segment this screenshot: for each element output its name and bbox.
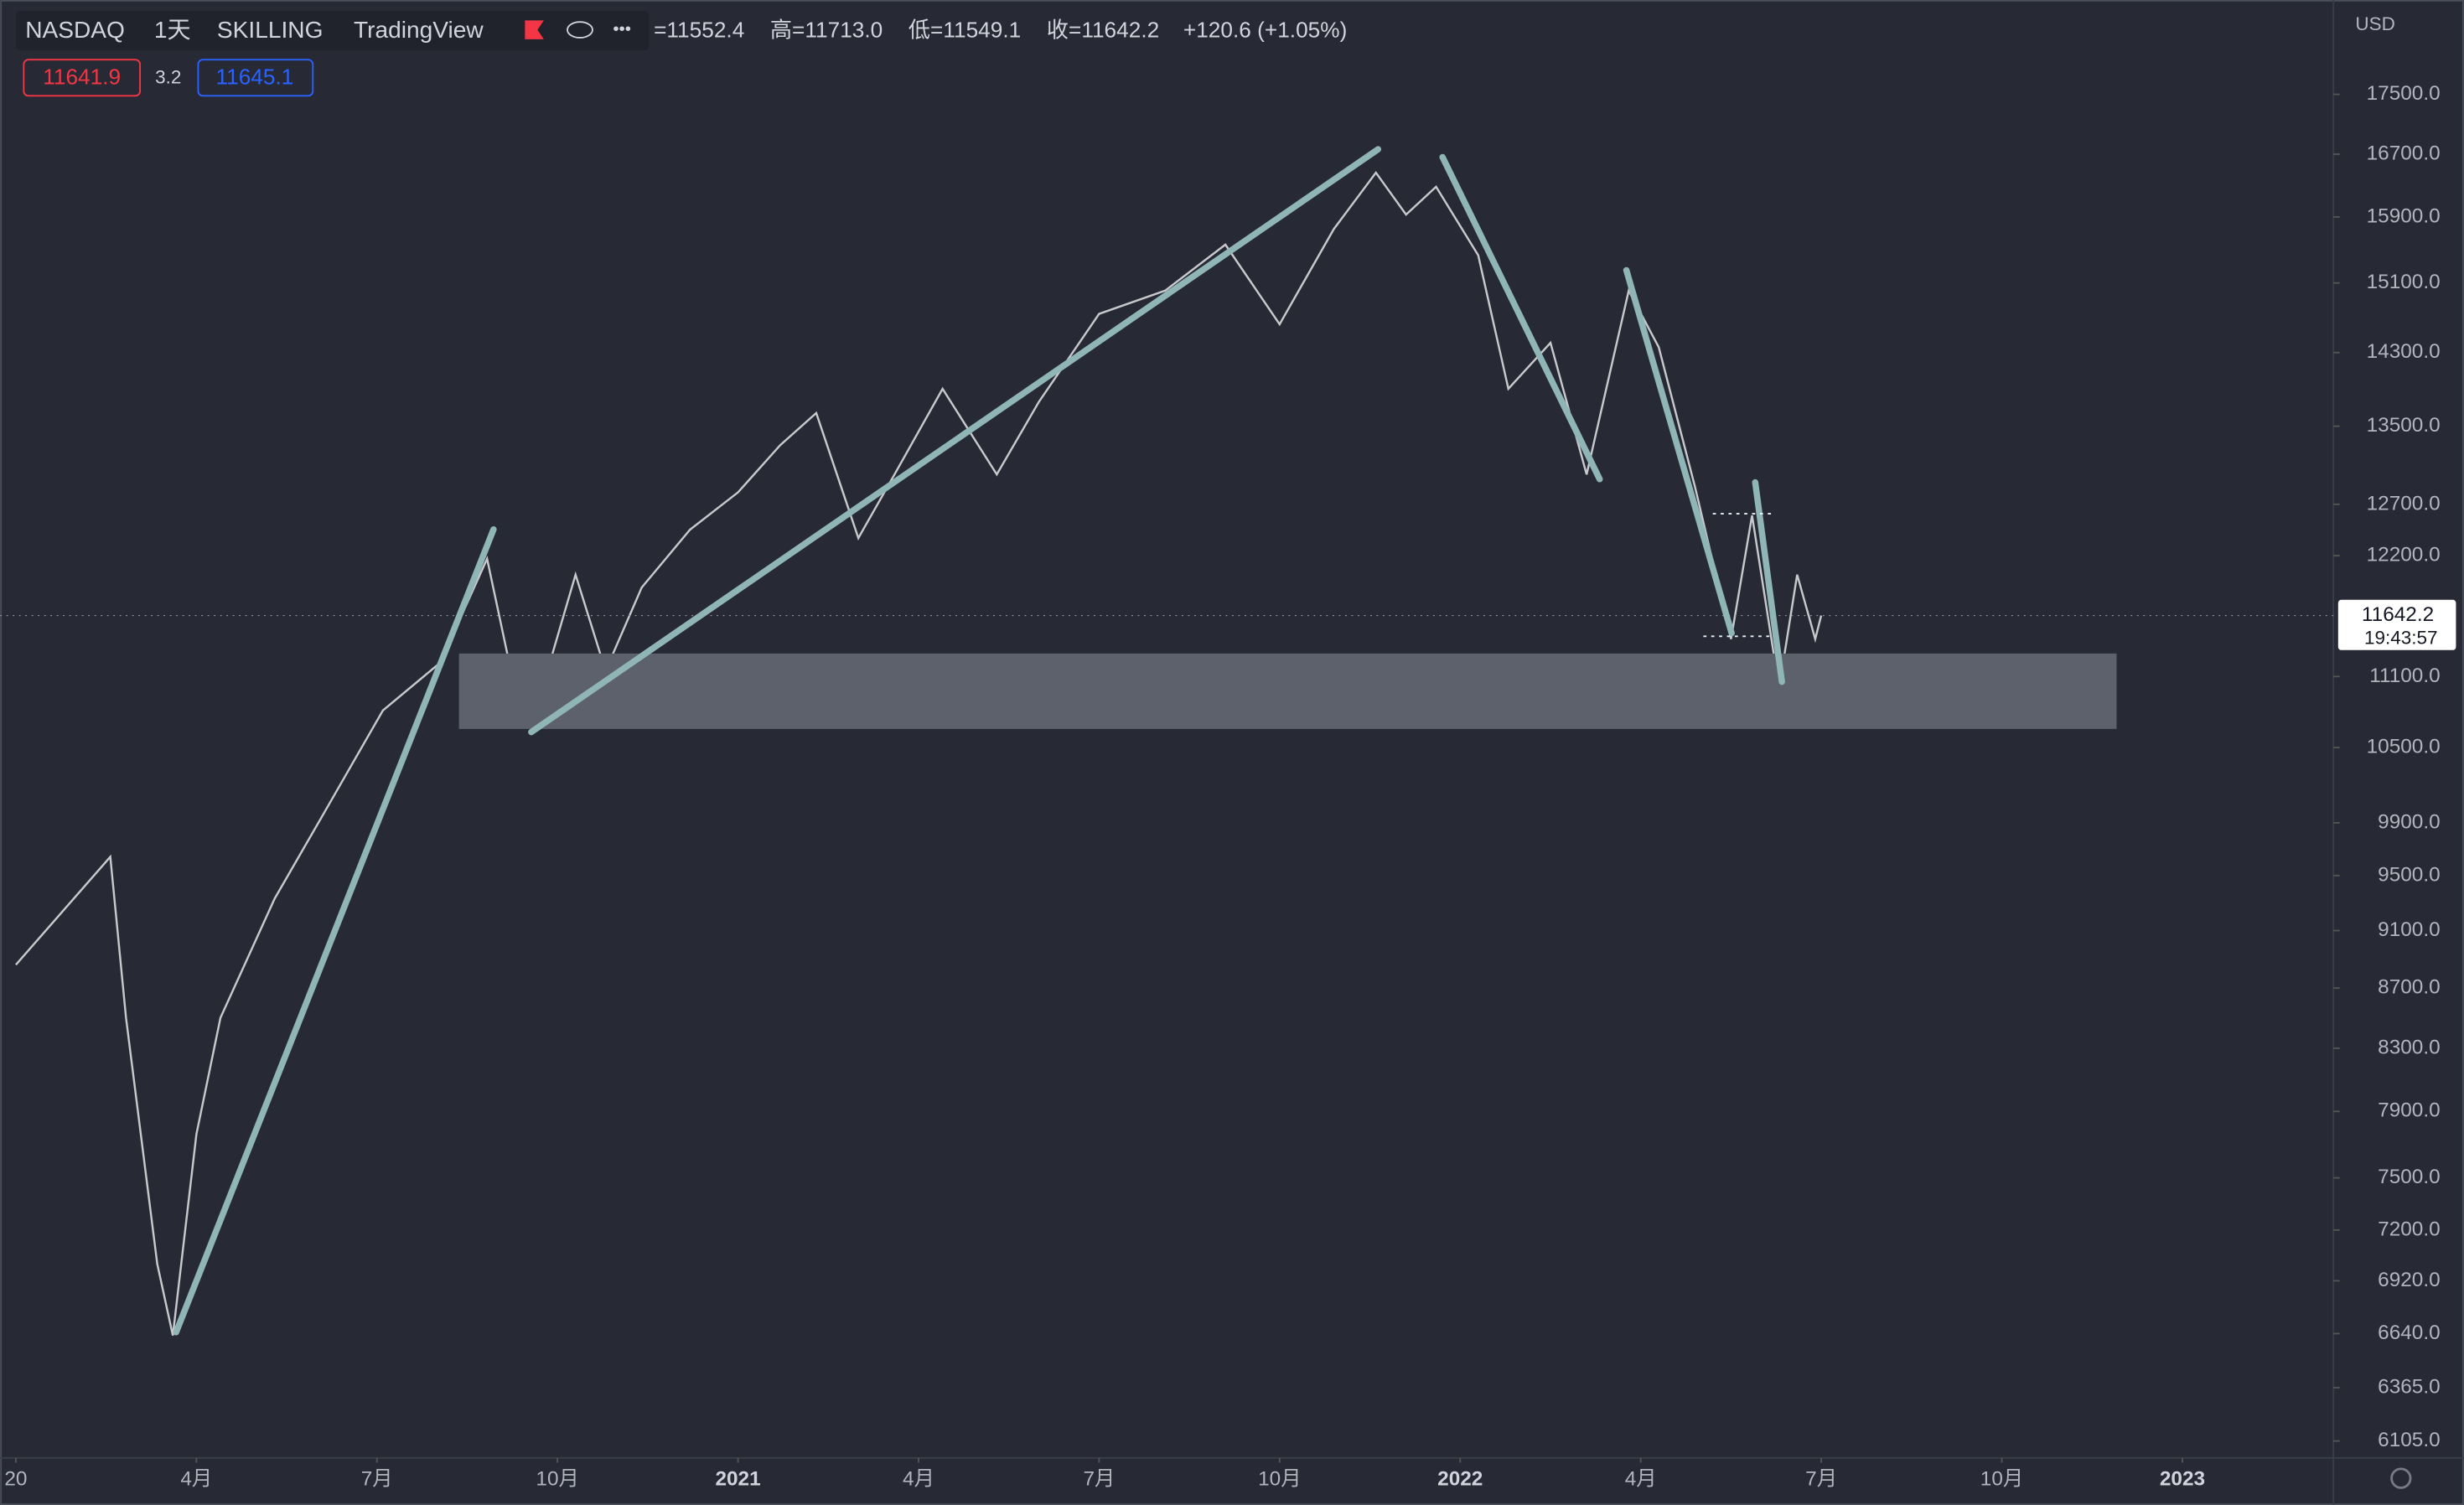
spread: 3.2: [155, 67, 181, 88]
y-tick-label: 6920.0: [2378, 1269, 2441, 1291]
x-tick-label: 10月: [536, 1467, 578, 1490]
trend-line: [173, 526, 497, 1336]
change: +120.6 (+1.05%): [1183, 17, 1347, 42]
ask[interactable]: 11645.1: [215, 65, 293, 90]
y-tick-label: 13500.0: [2367, 414, 2441, 437]
x-tick-label: 20: [4, 1467, 27, 1490]
y-tick-label: 15900.0: [2367, 204, 2441, 227]
x-tick-label: 7月: [1805, 1467, 1837, 1490]
countdown: 19:43:57: [2364, 628, 2438, 649]
x-tick-label: 2023: [2160, 1467, 2205, 1490]
x-tick-label: 2022: [1437, 1467, 1483, 1490]
x-tick-label: 4月: [180, 1467, 212, 1490]
symbol[interactable]: NASDAQ: [25, 17, 125, 43]
y-tick-label: 9900.0: [2378, 810, 2441, 833]
trend-line: [1439, 153, 1603, 483]
low: 低=11549.1: [908, 17, 1021, 42]
x-tick-label: 2021: [715, 1467, 760, 1490]
y-tick-label: 16700.0: [2367, 142, 2441, 164]
x-tick-label: 10月: [1980, 1467, 2023, 1490]
y-tick-label: 7900.0: [2378, 1099, 2441, 1122]
y-tick-label: 9500.0: [2378, 863, 2441, 886]
x-tick-label: 10月: [1258, 1467, 1301, 1490]
flag-icon[interactable]: [525, 20, 544, 39]
legend-box: [15, 11, 650, 50]
y-tick-label: 6640.0: [2378, 1321, 2441, 1344]
bid-box[interactable]: [23, 59, 141, 97]
interval[interactable]: 1天: [154, 17, 191, 43]
y-tick-label: 10500.0: [2367, 736, 2441, 758]
bid[interactable]: 11641.9: [43, 65, 121, 90]
more-icon[interactable]: •••: [613, 19, 631, 39]
x-tick-label: 7月: [1083, 1467, 1115, 1490]
y-tick-label: 17500.0: [2367, 82, 2441, 105]
x-tick-label: 7月: [361, 1467, 393, 1490]
last-price-box: [2337, 599, 2456, 650]
source: SKILLING: [217, 17, 324, 43]
high: 高=11713.0: [770, 17, 883, 42]
trend-line: [528, 146, 1382, 736]
x-tick-label: 4月: [903, 1467, 934, 1490]
settings-icon[interactable]: [2390, 1467, 2412, 1489]
y-tick-label: 12200.0: [2367, 544, 2441, 566]
y-tick-label: 9100.0: [2378, 918, 2441, 941]
y-tick-label: 7500.0: [2378, 1166, 2441, 1188]
y-tick-label: 15100.0: [2367, 271, 2441, 293]
trend-line: [1752, 478, 1785, 685]
ask-box[interactable]: [197, 59, 314, 97]
x-tick-label: 4月: [1625, 1467, 1657, 1490]
trend-lines: [173, 146, 1785, 1336]
currency[interactable]: USD: [2355, 13, 2394, 34]
y-tick-label: 6365.0: [2378, 1375, 2441, 1398]
eye-icon[interactable]: [567, 21, 593, 39]
y-tick-label: 7200.0: [2378, 1218, 2441, 1240]
platform: TradingView: [354, 17, 484, 43]
y-tick-label: 14300.0: [2367, 340, 2441, 363]
y-tick-label: 12700.0: [2367, 492, 2441, 515]
support-zone: [458, 653, 2117, 729]
trend-line: [1623, 266, 1735, 637]
y-tick-label: 6105.0: [2378, 1429, 2441, 1451]
y-tick-label: 8300.0: [2378, 1036, 2441, 1058]
open: =11552.4: [654, 17, 744, 42]
last-price: 11642.2: [2362, 603, 2434, 626]
y-tick-label: 11100.0: [2369, 665, 2440, 687]
close: 收=11642.2: [1047, 17, 1159, 42]
y-tick-label: 8700.0: [2378, 976, 2441, 999]
